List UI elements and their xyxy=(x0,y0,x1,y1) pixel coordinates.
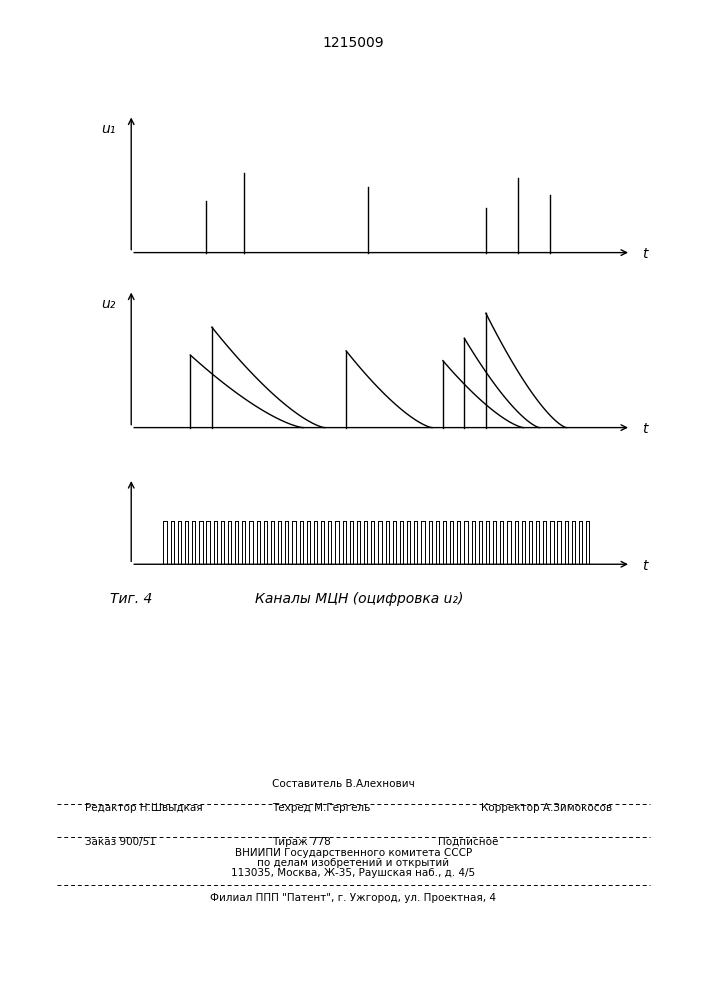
Text: Каналы МЦН (оцифровка u₂): Каналы МЦН (оцифровка u₂) xyxy=(255,592,463,606)
Text: ВНИИПИ Государственного комитета СССР: ВНИИПИ Государственного комитета СССР xyxy=(235,848,472,858)
Text: t: t xyxy=(642,247,647,261)
Text: Составитель В.Алехнович: Составитель В.Алехнович xyxy=(272,779,415,789)
Text: Подписное: Подписное xyxy=(438,837,498,847)
Text: Заказ 900/51: Заказ 900/51 xyxy=(85,837,156,847)
Text: Техред М.Гергель: Техред М.Гергель xyxy=(272,803,370,813)
Text: по делам изобретений и открытий: по делам изобретений и открытий xyxy=(257,858,450,868)
Text: t: t xyxy=(642,559,647,573)
Text: Редактор Н.Швыдкая: Редактор Н.Швыдкая xyxy=(85,803,202,813)
Text: 113035, Москва, Ж-35, Раушская наб., д. 4/5: 113035, Москва, Ж-35, Раушская наб., д. … xyxy=(231,868,476,878)
Text: Тираж 778: Тираж 778 xyxy=(272,837,331,847)
Text: Корректор А.Зимокосов: Корректор А.Зимокосов xyxy=(481,803,612,813)
Text: 1215009: 1215009 xyxy=(322,36,385,50)
Text: t: t xyxy=(642,422,647,436)
Text: Филиал ППП "Патент", г. Ужгород, ул. Проектная, 4: Филиал ППП "Патент", г. Ужгород, ул. Про… xyxy=(211,893,496,903)
Text: Τиг. 4: Τиг. 4 xyxy=(110,592,152,606)
Text: u₁: u₁ xyxy=(100,122,115,136)
Text: u₂: u₂ xyxy=(100,297,115,311)
